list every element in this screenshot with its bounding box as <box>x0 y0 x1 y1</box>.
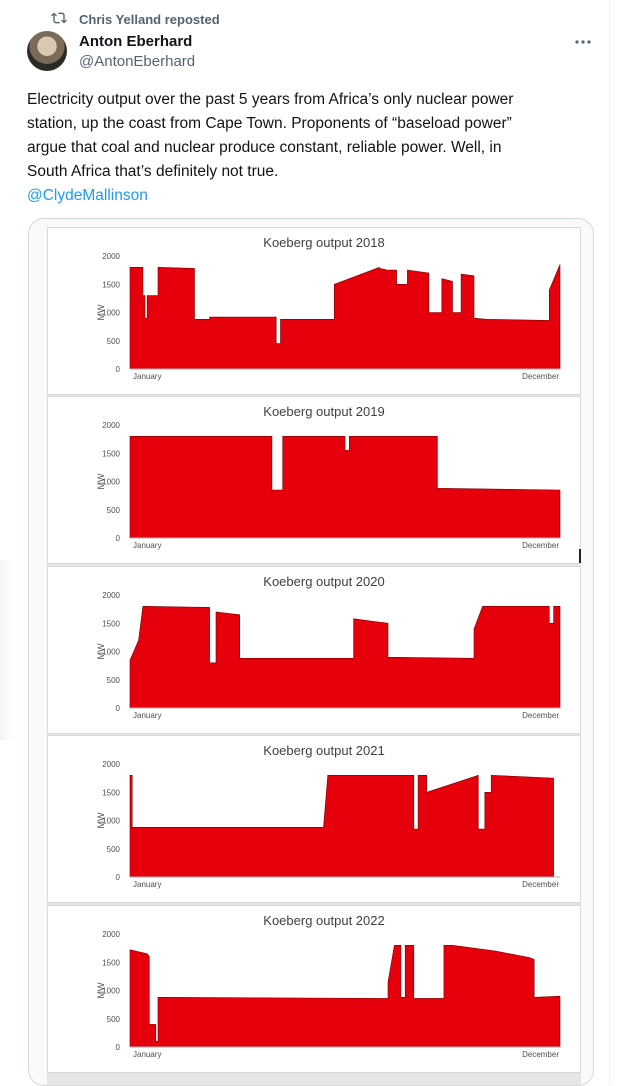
chart-panel: Koeberg output 2019 0 500 1000 1500 2000 MW Jan… <box>47 396 581 564</box>
y-tick-label: 2000 <box>102 252 120 261</box>
chart-panel: Koeberg output 2022 0 500 1000 1500 2000 MW Jan… <box>47 905 581 1073</box>
y-tick-label: 1000 <box>102 648 120 657</box>
y-tick-label: 1500 <box>102 958 120 967</box>
tweet-line: South Africa that’s definitely not true. <box>27 163 279 180</box>
author-name[interactable]: Anton Eberhard <box>79 33 193 50</box>
output-area-series <box>129 264 561 370</box>
y-tick-label: 1000 <box>102 309 120 318</box>
output-area-series <box>129 945 561 1048</box>
tweet-text: Electricity output over the past 5 years… <box>27 88 597 208</box>
output-area-series <box>129 774 554 878</box>
x-tick-label-start: January <box>133 880 161 889</box>
y-tick-label: 1500 <box>102 619 120 628</box>
y-tick-label: 2000 <box>102 591 120 600</box>
tweet-line: argue that coal and nuclear produce cons… <box>27 139 502 156</box>
media-image[interactable]: Koeberg output 2018 0 500 1000 1500 2000 MW Jan… <box>28 218 594 1086</box>
y-axis-label: MW <box>96 304 106 320</box>
y-axis-label: MW <box>96 812 106 828</box>
chart-stack: Koeberg output 2018 0 500 1000 1500 2000 MW Jan… <box>47 227 581 1085</box>
output-area-series <box>129 605 561 709</box>
chart-svg: Koeberg output 2018 0 500 1000 1500 2000 MW Jan… <box>96 235 561 381</box>
author-handle[interactable]: @AntonEberhard <box>79 53 196 70</box>
chart-title: Koeberg output 2020 <box>263 574 384 589</box>
y-axis-label: MW <box>96 982 106 998</box>
chart-svg: Koeberg output 2022 0 500 1000 1500 2000 MW Jan… <box>96 913 561 1059</box>
y-axis-label: MW <box>96 473 106 489</box>
chart-panel: Koeberg output 2018 0 500 1000 1500 2000 MW Jan… <box>47 227 581 395</box>
y-tick-label: 0 <box>116 704 121 713</box>
y-tick-label: 500 <box>107 1015 121 1024</box>
chart-title: Koeberg output 2019 <box>263 404 384 419</box>
tweet-line: Electricity output over the past 5 years… <box>27 91 514 108</box>
chart-title: Koeberg output 2018 <box>263 235 384 250</box>
y-tick-label: 500 <box>107 845 121 854</box>
chart-title: Koeberg output 2022 <box>263 913 384 928</box>
y-tick-label: 0 <box>116 365 121 374</box>
repost-label: Chris Yelland reposted <box>79 11 220 27</box>
x-tick-label-end: December <box>522 1050 559 1059</box>
y-tick-label: 2000 <box>102 930 120 939</box>
chart-panel: Koeberg output 2021 0 500 1000 1500 2000 MW Jan… <box>47 735 581 903</box>
chart-svg: Koeberg output 2020 0 500 1000 1500 2000 MW Jan… <box>96 574 561 720</box>
x-tick-label-end: December <box>522 541 559 550</box>
y-tick-label: 1500 <box>102 280 120 289</box>
y-tick-label: 2000 <box>102 421 120 430</box>
repost-icon <box>51 10 79 29</box>
x-tick-label-end: December <box>522 711 559 720</box>
chart-title: Koeberg output 2021 <box>263 743 384 758</box>
y-tick-label: 1500 <box>102 449 120 458</box>
text-cursor <box>579 549 581 563</box>
tweet-line: station, up the coast from Cape Town. Pr… <box>27 115 512 132</box>
x-tick-label-end: December <box>522 880 559 889</box>
y-tick-label: 1000 <box>102 478 120 487</box>
chart-panel: Koeberg output 2020 0 500 1000 1500 2000 MW Jan… <box>47 566 581 734</box>
x-tick-label-start: January <box>133 372 161 381</box>
x-tick-label-start: January <box>133 541 161 550</box>
y-tick-label: 1000 <box>102 817 120 826</box>
chart-svg: Koeberg output 2019 0 500 1000 1500 2000 MW Jan… <box>96 404 561 550</box>
y-tick-label: 0 <box>116 534 121 543</box>
x-tick-label-end: December <box>522 372 559 381</box>
y-tick-label: 500 <box>107 676 121 685</box>
x-tick-label-start: January <box>133 711 161 720</box>
y-tick-label: 500 <box>107 337 121 346</box>
y-axis-label: MW <box>96 643 106 659</box>
x-tick-label-start: January <box>133 1050 161 1059</box>
y-tick-label: 1000 <box>102 987 120 996</box>
mention-link[interactable]: @ClydeMallinson <box>27 187 148 204</box>
edge-shade <box>0 560 14 740</box>
more-icon[interactable] <box>572 33 594 51</box>
chart-svg: Koeberg output 2021 0 500 1000 1500 2000 MW Jan… <box>96 743 560 889</box>
y-tick-label: 0 <box>116 873 121 882</box>
output-area-series <box>129 436 561 539</box>
y-tick-label: 500 <box>107 506 121 515</box>
y-tick-label: 2000 <box>102 760 120 769</box>
y-tick-label: 1500 <box>102 788 120 797</box>
avatar[interactable] <box>27 31 67 71</box>
repost-indicator[interactable]: Chris Yelland reposted <box>51 11 220 27</box>
y-tick-label: 0 <box>116 1043 121 1052</box>
